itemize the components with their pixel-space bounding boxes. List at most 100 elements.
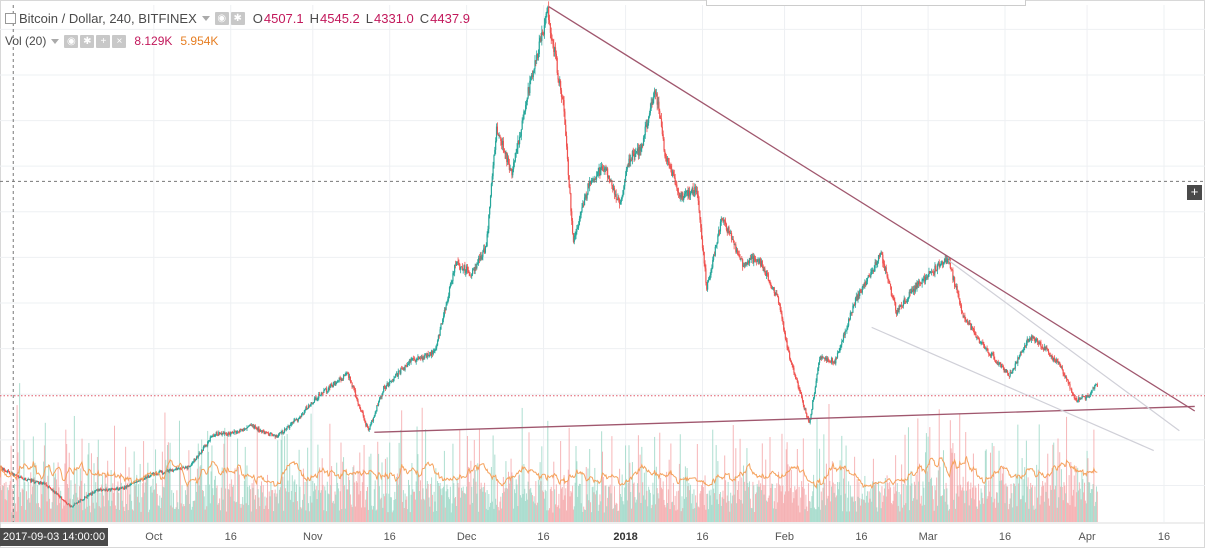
add-plus-icon[interactable]: + <box>1187 185 1202 200</box>
candle-body <box>669 165 671 167</box>
volume-bar <box>255 509 257 522</box>
volume-bar <box>984 450 986 522</box>
volume-bar <box>738 499 740 522</box>
volume-bar <box>577 496 579 522</box>
volume-bar <box>78 504 80 522</box>
volume-bar <box>416 426 418 522</box>
candle-body <box>177 468 179 470</box>
volume-bar <box>915 474 917 522</box>
candle-body <box>372 417 375 421</box>
volume-bar <box>204 509 206 522</box>
candle-body <box>391 380 393 382</box>
candle-body <box>815 380 817 388</box>
volume-add-icon[interactable]: + <box>96 34 111 48</box>
volume-bar <box>473 439 475 522</box>
candle-body <box>283 428 286 433</box>
candle-body <box>415 359 417 362</box>
volume-bar <box>507 488 509 522</box>
volume-bar <box>529 489 531 522</box>
volume-gear-icon[interactable]: ✱ <box>80 34 95 48</box>
volume-bar <box>41 494 43 522</box>
candle-body <box>1065 376 1067 378</box>
volume-bar <box>1025 502 1027 522</box>
candle-body <box>545 13 547 18</box>
candle-body <box>1037 342 1039 345</box>
candle-body <box>303 411 305 415</box>
volume-bar <box>316 499 318 522</box>
candle-body <box>641 144 643 148</box>
candle-body <box>607 168 609 178</box>
candle-body <box>684 191 686 194</box>
candle-body <box>855 296 857 299</box>
candle-body <box>396 373 398 377</box>
candle-body <box>1059 362 1061 365</box>
volume-bar <box>549 508 551 522</box>
volume-bar <box>142 483 144 522</box>
candle-body <box>649 108 651 114</box>
volume-close-icon[interactable]: × <box>112 34 127 48</box>
candle-body <box>496 126 498 135</box>
volume-bar <box>486 490 488 522</box>
candle-body <box>1047 348 1049 351</box>
candle-body <box>84 496 87 498</box>
candle-body <box>121 487 123 489</box>
x-tick-label-8: Feb <box>775 531 794 543</box>
candle-body <box>598 167 600 172</box>
candle-body <box>1029 338 1031 341</box>
candle-body <box>460 267 462 270</box>
chevron-down-icon[interactable] <box>201 15 210 21</box>
candle-body <box>875 262 877 265</box>
candle-body <box>859 290 862 291</box>
volume-bar <box>148 512 150 522</box>
volume-bar <box>332 500 334 522</box>
candle-body <box>262 430 264 432</box>
candle-body <box>631 151 634 160</box>
volume-bar <box>238 474 240 522</box>
volume-bar <box>888 489 890 522</box>
collapse-square-icon[interactable] <box>5 12 16 24</box>
volume-bar <box>1046 474 1048 522</box>
candle-body <box>357 400 359 405</box>
candle-body <box>313 398 316 403</box>
volume-bar <box>457 482 459 522</box>
volume-bar <box>1056 507 1058 522</box>
candle-body <box>866 277 869 282</box>
volume-bar <box>657 493 659 522</box>
volume-bar <box>312 480 314 522</box>
volume-bar <box>160 508 162 522</box>
volume-bar <box>375 510 377 522</box>
volume-chevron-down-icon[interactable] <box>51 38 60 44</box>
candle-body <box>671 171 674 176</box>
volume-bar <box>90 512 92 522</box>
candle-body <box>705 268 707 283</box>
volume-bar <box>671 502 673 522</box>
candle-body <box>944 258 946 262</box>
volume-bar <box>639 454 641 522</box>
volume-bar <box>500 496 502 522</box>
candle-body <box>931 271 933 273</box>
volume-bar <box>395 499 397 522</box>
candle-body <box>76 502 78 504</box>
candle-body <box>345 373 347 375</box>
candle-body <box>160 471 162 472</box>
candle-body <box>1080 398 1082 399</box>
candle-body <box>380 396 382 398</box>
volume-bar <box>746 448 748 522</box>
volume-bar <box>570 490 572 522</box>
volume-bar <box>997 502 999 522</box>
volume-bar <box>784 491 786 522</box>
gear-icon[interactable]: ✱ <box>230 11 245 25</box>
volume-bar <box>684 466 686 522</box>
candle-body <box>366 424 368 426</box>
candle-body <box>134 481 136 483</box>
volume-bar <box>45 482 47 522</box>
candle-body <box>348 376 351 378</box>
candle-body <box>916 282 918 289</box>
volume-eye-icon[interactable]: ◉ <box>64 34 79 48</box>
candle-body <box>477 263 479 264</box>
eye-icon[interactable]: ◉ <box>214 11 229 25</box>
candle-body <box>985 348 987 350</box>
candle-body <box>290 423 293 425</box>
